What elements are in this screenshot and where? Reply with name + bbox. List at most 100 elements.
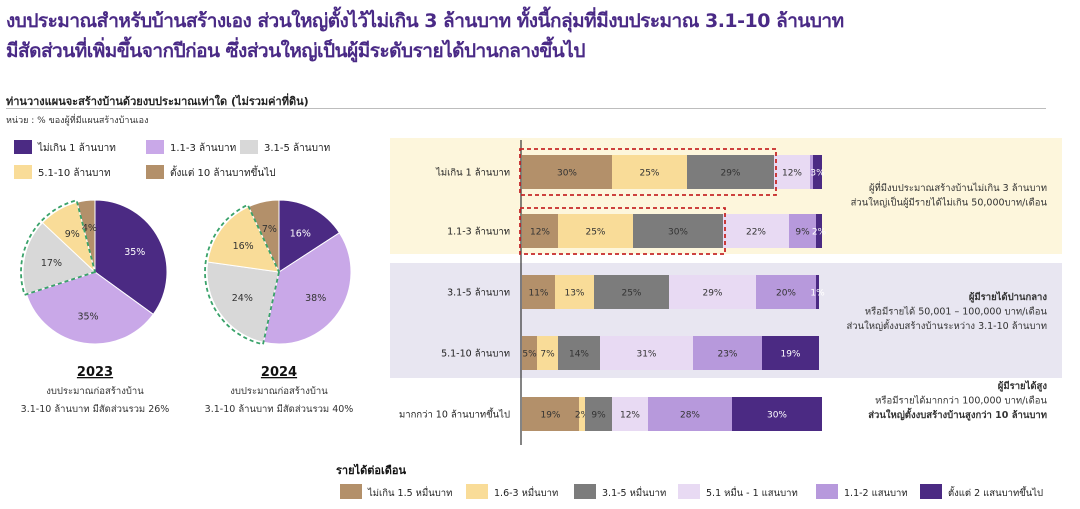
bar-segment	[537, 336, 558, 370]
bar-highlight-box	[519, 148, 777, 196]
bar-segment	[756, 275, 816, 309]
bar-segment	[558, 214, 633, 248]
bar-segment-label: 2%	[812, 228, 827, 238]
annotation-line: ผู้มีรายได้ปานกลาง	[969, 291, 1048, 304]
pie-slice	[207, 206, 280, 273]
bar-segment-label: 3%	[810, 169, 825, 179]
bar-segment-label: 31%	[636, 350, 656, 360]
pie-legend-label: 5.1-10 ล้านบาท	[38, 167, 111, 179]
bar-segment-label: 23%	[717, 350, 737, 360]
bar-segment-label: 12%	[530, 228, 550, 238]
divider	[6, 108, 1046, 109]
annotation-line: ส่วนใหญ่เป็นผู้มีรายได้ไม่เกิน 50,000บาท…	[851, 196, 1048, 209]
bar-segment	[810, 155, 813, 189]
bar-segment-label: 9%	[591, 411, 606, 421]
pie-legend-label: 3.1-5 ล้านบาท	[264, 142, 330, 154]
pie-slice-label: 9%	[65, 229, 80, 240]
headline-line-1: งบประมาณสำหรับบ้านสร้างเอง ส่วนใหญ่ตั้งไ…	[6, 10, 844, 32]
bar-segment-label: 22%	[746, 228, 766, 238]
bar-segment-label: 28%	[680, 411, 700, 421]
pie-legend-label: 1.1-3 ล้านบาท	[170, 142, 236, 154]
pie-legend-swatch	[14, 140, 32, 154]
bar-segment-label: 12%	[620, 411, 640, 421]
bar-segment	[789, 214, 816, 248]
bar-segment	[774, 155, 810, 189]
pie-slice	[262, 232, 352, 345]
bar-segment-label: 9%	[795, 228, 810, 238]
income-legend-swatch	[920, 484, 942, 499]
bar-segment-label: 20%	[776, 289, 796, 299]
pie-slice-label: 35%	[124, 247, 145, 258]
bar-category-label: มากกว่า 10 ล้านบาทขึ้นไป	[399, 408, 510, 421]
annotation-line: ผู้มีรายได้สูง	[998, 380, 1048, 393]
pie-slice-label: 35%	[77, 312, 98, 323]
pie-legend-swatch	[14, 165, 32, 179]
bar-segment	[633, 214, 723, 248]
income-legend-swatch	[340, 484, 362, 499]
bar-segment-label: 14%	[569, 350, 589, 360]
pie-charts: 35% 35% 17% 9%4% 2023 งบประมาณก่อสร้างบ้าน 3.1…	[20, 199, 353, 415]
bar-segment	[648, 397, 732, 431]
income-legend-swatch	[816, 484, 838, 499]
pie-slice-label: 7%	[262, 224, 277, 235]
bar-segment-label: 2%	[575, 411, 590, 421]
bar-segment-label: 30%	[668, 228, 688, 238]
pie-year-label: 2023	[77, 365, 113, 380]
income-legend-label: 1.6-3 หมื่นบาท	[494, 486, 558, 499]
income-legend-label: ตั้งแต่ 2 แสนบาทขึ้นไป	[948, 486, 1043, 499]
pie-slice-label: 38%	[305, 293, 326, 304]
pie-slice	[25, 271, 154, 345]
bar-category-label: 3.1-5 ล้านบาท	[447, 288, 510, 299]
income-legend-label: ไม่เกิน 1.5 หมื่นบาท	[367, 486, 452, 499]
bar-segment	[687, 155, 774, 189]
bar-segment-label: 12%	[782, 169, 802, 179]
bar-segment-label: 11%	[528, 289, 548, 299]
bar-segment	[555, 275, 594, 309]
bar-segment	[522, 214, 558, 248]
pie-year-label: 2024	[261, 365, 297, 380]
income-legend-label: 3.1-5 หมื่นบาท	[602, 486, 666, 499]
bar-category-label: 5.1-10 ล้านบาท	[441, 349, 510, 360]
bar-segment	[585, 397, 612, 431]
income-legend-title: รายได้ต่อเดือน	[336, 463, 406, 477]
pie-slice-label: 4%	[82, 223, 97, 234]
bar-segment-label: 25%	[639, 169, 659, 179]
pie-slice-label: 16%	[290, 228, 311, 239]
pie-caption-line: งบประมาณก่อสร้างบ้าน	[46, 386, 144, 397]
pie-highlight-outline	[20, 199, 97, 297]
bar-segment	[816, 214, 822, 248]
bar-segment	[612, 397, 648, 431]
bar-segment-label: 29%	[702, 289, 722, 299]
bar-segment	[612, 155, 687, 189]
pie-slice	[22, 222, 96, 295]
bar-segment-label: 29%	[720, 169, 740, 179]
bar-segment-label: 19%	[540, 411, 560, 421]
pie-slice-label: 16%	[233, 241, 254, 252]
annotations: ผู้ที่มีงบประมาณสร้างบ้านไม่เกิน 3 ล้านบ…	[846, 181, 1047, 422]
bar-segment	[558, 336, 600, 370]
pie-legend-swatch	[146, 140, 164, 154]
annotation-line: ผู้ที่มีงบประมาณสร้างบ้านไม่เกิน 3 ล้านบ…	[869, 181, 1047, 194]
unit-note: หน่วย : % ของผู้ที่มีแผนสร้างบ้านเอง	[6, 116, 149, 126]
pie-slice	[94, 199, 168, 316]
bar-category-label: ไม่เกิน 1 ล้านบาท	[435, 167, 510, 179]
bar-segment	[522, 275, 555, 309]
bar-segment	[732, 397, 822, 431]
bar-segment	[723, 214, 789, 248]
chart-question: ท่านวางแผนจะสร้างบ้านด้วยงบประมาณเท่าใด …	[6, 95, 309, 108]
pie-caption-line: 3.1-10 ล้านบาท มีสัดส่วนรวม 26%	[21, 403, 170, 415]
bar-segment-label: 1%	[810, 289, 825, 299]
bar-segment-label: 7%	[540, 350, 555, 360]
annotation-line: หรือมีรายได้ 50,001 – 100,000 บาท/เดือน	[865, 306, 1048, 318]
bar-segment-label: 25%	[585, 228, 605, 238]
pie-slice	[206, 261, 280, 343]
bar-segment-label: 30%	[767, 411, 787, 421]
pie-legend-label: ตั้งแต่ 10 ล้านบาทขึ้นไป	[170, 165, 276, 179]
bar-segment-label: 5%	[522, 350, 537, 360]
income-legend-label: 1.1-2 แสนบาท	[844, 488, 908, 499]
bar-segment	[813, 155, 822, 189]
annotation-line: ส่วนใหญ่ตั้งงบสร้างบ้านระหว่าง 3.1-10 ล้…	[846, 319, 1047, 332]
income-legend-label: 5.1 หมื่น - 1 แสนบาท	[706, 486, 798, 499]
bar-segment	[693, 336, 762, 370]
